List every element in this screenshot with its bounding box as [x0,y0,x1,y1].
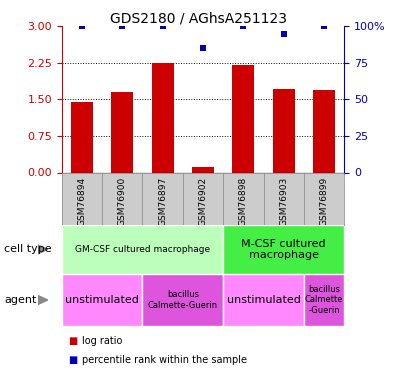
Text: GDS2180 / AGhsA251123: GDS2180 / AGhsA251123 [111,11,287,25]
Point [160,23,166,29]
Point [79,23,85,29]
Bar [304,274,344,326]
Polygon shape [38,296,48,304]
Bar [71,102,93,172]
Point [240,23,246,29]
Text: unstimulated: unstimulated [65,295,139,305]
Point [119,23,125,29]
Polygon shape [38,245,48,254]
Bar [111,92,133,172]
Point [321,23,327,29]
Text: GSM76897: GSM76897 [158,177,167,226]
Text: bacillus
Calmette-Guerin: bacillus Calmette-Guerin [148,290,218,310]
Text: ■: ■ [68,336,77,346]
Bar [152,63,174,173]
Bar [223,225,344,274]
Bar [223,274,304,326]
Text: bacillus
Calmette
-Guerin: bacillus Calmette -Guerin [305,285,343,315]
Text: percentile rank within the sample: percentile rank within the sample [82,355,247,365]
Text: GSM76898: GSM76898 [239,177,248,226]
Point [281,31,287,37]
Bar [62,274,142,326]
Bar [62,225,223,274]
Text: ■: ■ [68,355,77,365]
Text: agent: agent [4,295,36,305]
Bar [313,90,335,172]
Text: GSM76894: GSM76894 [77,177,86,226]
Bar [273,88,295,172]
Bar [142,274,223,326]
Bar [232,65,254,172]
Text: M-CSF cultured
macrophage: M-CSF cultured macrophage [242,238,326,260]
Text: cell type: cell type [4,244,52,254]
Bar [192,166,214,172]
Text: log ratio: log ratio [82,336,122,346]
Text: GSM76902: GSM76902 [199,177,207,226]
Text: GSM76900: GSM76900 [118,177,127,226]
Text: GSM76903: GSM76903 [279,177,288,226]
Point [200,45,206,51]
Text: GM-CSF cultured macrophage: GM-CSF cultured macrophage [75,245,210,254]
Text: unstimulated: unstimulated [226,295,300,305]
Text: GSM76899: GSM76899 [320,177,329,226]
